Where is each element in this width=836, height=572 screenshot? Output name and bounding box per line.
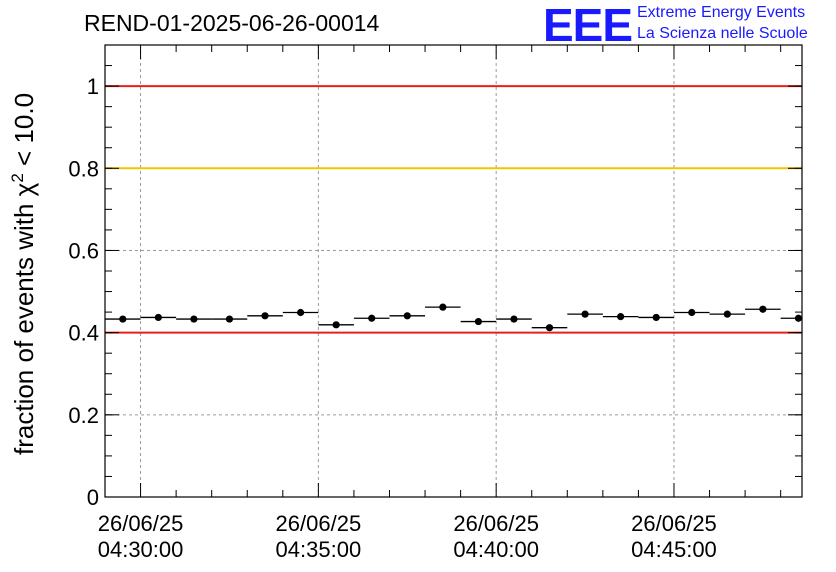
y-tick-label: 0.6 bbox=[68, 238, 99, 263]
data-point bbox=[296, 308, 305, 317]
data-point bbox=[154, 313, 162, 322]
chart-title: REND-01-2025-06-26-00014 bbox=[84, 10, 380, 36]
y-tick-label: 1 bbox=[87, 74, 99, 99]
data-point bbox=[723, 310, 731, 318]
x-tick-date: 26/06/25 bbox=[453, 511, 539, 536]
y-tick-label: 0.8 bbox=[68, 156, 99, 181]
data-point bbox=[119, 315, 127, 323]
data-point bbox=[581, 310, 589, 318]
y-axis-label: fraction of events with χ2 < 10.0 bbox=[8, 93, 39, 455]
data-point bbox=[225, 315, 234, 323]
y-tick-label: 0.2 bbox=[68, 403, 99, 428]
data-point bbox=[190, 315, 198, 323]
x-tick-date: 26/06/25 bbox=[98, 511, 184, 536]
x-tick-date: 26/06/25 bbox=[276, 511, 362, 536]
x-tick-date: 26/06/25 bbox=[631, 511, 717, 536]
x-tick-time: 04:30:00 bbox=[98, 537, 184, 562]
reference-lines bbox=[105, 85, 802, 334]
logo-subtitle-line1: Extreme Energy Events bbox=[637, 4, 806, 21]
data-point bbox=[617, 313, 625, 321]
data-point bbox=[759, 305, 767, 313]
data-point bbox=[474, 317, 482, 326]
x-tick-time: 04:40:00 bbox=[453, 537, 539, 562]
data-point bbox=[652, 313, 660, 322]
x-tick-time: 04:35:00 bbox=[276, 537, 362, 562]
plot-frame bbox=[104, 44, 803, 498]
x-tick-time: 04:45:00 bbox=[631, 537, 717, 562]
data-point bbox=[688, 308, 696, 317]
data-point bbox=[368, 314, 376, 322]
data-point bbox=[510, 315, 518, 323]
axis-ticks bbox=[104, 44, 802, 498]
logo-mark: EEE bbox=[543, 0, 633, 51]
data-points bbox=[105, 303, 803, 332]
x-tick-labels: 26/06/2504:30:0026/06/2504:35:0026/06/25… bbox=[98, 511, 717, 562]
data-point bbox=[545, 324, 554, 332]
data-point bbox=[261, 312, 269, 320]
y-tick-label: 0 bbox=[87, 485, 99, 510]
y-tick-label: 0.4 bbox=[68, 321, 99, 346]
data-point bbox=[439, 303, 447, 311]
logo-subtitle-line2: La Scienza nelle Scuole bbox=[637, 25, 808, 42]
data-point bbox=[794, 314, 803, 322]
y-tick-labels: 0 0.2 0.4 0.6 0.8 1 bbox=[68, 74, 99, 510]
data-point bbox=[403, 312, 411, 320]
grid bbox=[105, 45, 802, 498]
data-point bbox=[332, 321, 340, 329]
